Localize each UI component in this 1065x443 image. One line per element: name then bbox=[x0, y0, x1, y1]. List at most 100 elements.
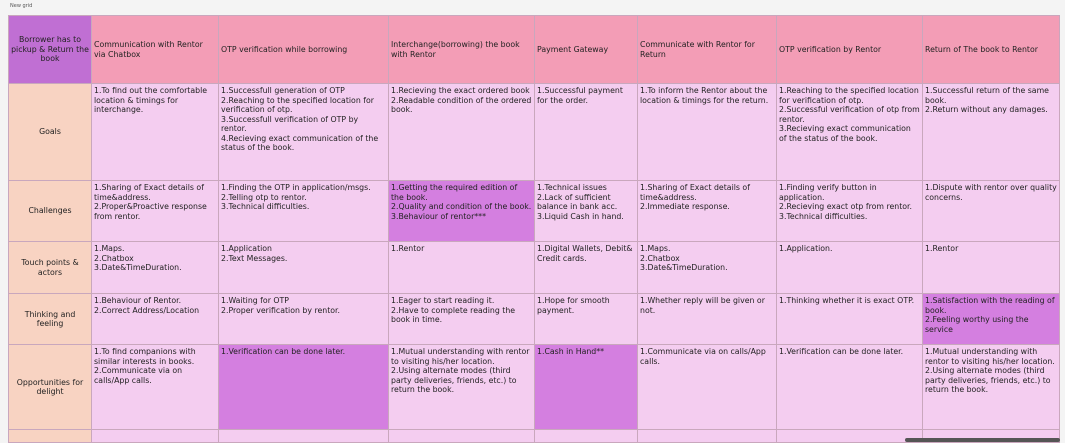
cell-line: 3.Date&TimeDuration. bbox=[640, 263, 728, 272]
cell-line: 2.Proper verification by rentor. bbox=[221, 305, 341, 315]
cell-line: 4.Recieving exact communication of the s… bbox=[221, 133, 379, 153]
cell-line: 3.Technical difficulties. bbox=[221, 202, 310, 211]
cell-line: 2.Telling otp to rentor. bbox=[221, 192, 307, 202]
empty-cell[interactable] bbox=[218, 429, 389, 443]
cell-line: 1.Successful return of the same book. bbox=[925, 86, 1049, 105]
cell-line: 2.Quality and condition of the book. bbox=[391, 202, 532, 211]
cell-line: 1.Waiting for OTP bbox=[221, 296, 289, 305]
cell-line: 1.Reaching to the specified location for… bbox=[779, 86, 919, 105]
grid-cell[interactable]: 1.Hope for smooth payment. bbox=[534, 293, 638, 345]
empty-cell[interactable] bbox=[8, 429, 92, 443]
cell-line: 1.Rentor bbox=[925, 244, 959, 253]
journey-row: Touch points & actors 1.Maps. 2.Chatbox 3.D… bbox=[8, 241, 1060, 294]
cell-line: 1.To inform the Rentor about the locatio… bbox=[640, 86, 769, 105]
stage-header[interactable]: Communicate with Rentor for Return bbox=[637, 15, 777, 84]
grid-cell[interactable]: 1.Application 2.Text Messages. bbox=[218, 241, 389, 294]
grid-cell[interactable]: 1.Successful payment for the order. bbox=[534, 83, 638, 181]
cell-line: 3.Liquid Cash in hand. bbox=[537, 211, 624, 221]
cell-line: 1.Finding the OTP in application/msgs. bbox=[221, 183, 371, 192]
grid-cell[interactable]: 1.Rentor bbox=[388, 241, 535, 294]
stage-header[interactable]: OTP verification while borrowing bbox=[218, 15, 389, 84]
cell-line: 1.Cash in Hand** bbox=[537, 347, 605, 356]
cell-line: 1.Digital Wallets, Debit& Credit cards. bbox=[537, 244, 633, 263]
grid-cell[interactable]: 1.Recieving the exact ordered book 2.Read… bbox=[388, 83, 535, 181]
cell-line: 2.Using alternate modes (third party del… bbox=[391, 366, 517, 394]
cell-line: 2.Correct Address/Location bbox=[94, 305, 200, 315]
grid-cell[interactable]: 1.Waiting for OTP 2.Proper verification b… bbox=[218, 293, 389, 345]
cell-line: 1.Application. bbox=[779, 244, 833, 253]
cell-line: 3.Recieving exact communication of the s… bbox=[779, 124, 911, 143]
grid-cell[interactable]: 1.Mutual understanding with rentor to vi… bbox=[922, 344, 1060, 430]
horizontal-scrollbar[interactable] bbox=[905, 438, 1060, 442]
grid-label: New grid bbox=[10, 3, 33, 9]
cell-line: 1.Getting the required edition of the bo… bbox=[391, 183, 518, 202]
empty-cell[interactable] bbox=[637, 429, 777, 443]
grid-cell[interactable]: 1.Communicate via on calls/App calls. bbox=[637, 344, 777, 430]
cell-line: 1.Eager to start reading it. bbox=[391, 296, 495, 305]
stage-header[interactable]: Communication with Rentor via Chatbox bbox=[91, 15, 219, 84]
cell-line: 2.Using alternate modes (third party del… bbox=[925, 366, 1051, 394]
cell-line: 1.Verification can be done later. bbox=[221, 347, 346, 356]
stage-header[interactable]: Interchange(borrowing) the book with Ren… bbox=[388, 15, 535, 84]
cell-line: 2.Readable condition of the ordered book… bbox=[391, 95, 532, 115]
grid-cell[interactable]: 1.Reaching to the specified location for… bbox=[776, 83, 923, 181]
grid-cell[interactable]: 1.Successful return of the same book. 2.R… bbox=[922, 83, 1060, 181]
cell-line: 2.Chatbox bbox=[640, 253, 680, 263]
grid-cell[interactable]: 1.To find companions with similar intere… bbox=[91, 344, 219, 430]
empty-cell[interactable] bbox=[91, 429, 219, 443]
grid-cell[interactable]: 1.Behaviour of Rentor. 2.Correct Address/… bbox=[91, 293, 219, 345]
stage-header[interactable]: Payment Gateway bbox=[534, 15, 638, 84]
cell-line: 2.Return without any damages. bbox=[925, 105, 1048, 114]
empty-cell[interactable] bbox=[388, 429, 535, 443]
cell-line: 1.Mutual understanding with rentor to vi… bbox=[925, 347, 1055, 366]
cell-line: 1.Rentor bbox=[391, 244, 425, 253]
grid-cell[interactable]: 1.Cash in Hand** bbox=[534, 344, 638, 430]
grid-cell[interactable]: 1.Verification can be done later. bbox=[218, 344, 389, 430]
row-label: Touch points & actors bbox=[8, 241, 92, 294]
row-label: Thinking and feeling bbox=[8, 293, 92, 345]
grid-cell[interactable]: 1.Satisfaction with the reading of book.… bbox=[922, 293, 1060, 345]
cell-line: 1.Sharing of Exact details of time&addre… bbox=[94, 183, 204, 202]
grid-cell[interactable]: 1.Sharing of Exact details of time&addre… bbox=[637, 180, 777, 242]
empty-cell[interactable] bbox=[534, 429, 638, 443]
grid-cell[interactable]: 1.Maps. 2.Chatbox 3.Date&TimeDuration. bbox=[91, 241, 219, 294]
corner-cell: Borrower has to pickup & Return the book bbox=[8, 15, 92, 84]
journey-row: Goals 1.To find out the comfortable locat… bbox=[8, 83, 1060, 181]
journey-map-table: Borrower has to pickup & Return the book… bbox=[8, 15, 1060, 443]
cell-line: 1.Maps. bbox=[640, 244, 671, 253]
grid-cell[interactable]: 1.Verification can be done later. bbox=[776, 344, 923, 430]
empty-cell[interactable] bbox=[776, 429, 923, 443]
grid-cell[interactable]: 1.Application. bbox=[776, 241, 923, 294]
grid-cell[interactable]: 1.Successfull generation of OTP 2.Reachin… bbox=[218, 83, 389, 181]
grid-cell[interactable]: 1.Maps. 2.Chatbox 3.Date&TimeDuration. bbox=[637, 241, 777, 294]
grid-cell[interactable]: 1.Digital Wallets, Debit& Credit cards. bbox=[534, 241, 638, 294]
cell-line: 3.Date&TimeDuration. bbox=[94, 263, 182, 272]
grid-cell[interactable]: 1.Dispute with rentor over quality conce… bbox=[922, 180, 1060, 242]
grid-cell[interactable]: 1.Whether reply will be given or not. bbox=[637, 293, 777, 345]
grid-cell[interactable]: 1.Eager to start reading it. 2.Have to co… bbox=[388, 293, 535, 345]
grid-cell[interactable]: 1.Thinking whether it is exact OTP. bbox=[776, 293, 923, 345]
cell-line: 2.Lack of sufficient balance in bank acc… bbox=[537, 192, 618, 212]
grid-cell[interactable]: 1.Finding verify button in application. 2… bbox=[776, 180, 923, 242]
grid-cell[interactable]: 1.Rentor bbox=[922, 241, 1060, 294]
row-label: Challenges bbox=[8, 180, 92, 242]
grid-cell[interactable]: 1.Technical issues 2.Lack of sufficient b… bbox=[534, 180, 638, 242]
grid-cell[interactable]: 1.Sharing of Exact details of time&addre… bbox=[91, 180, 219, 242]
cell-line: 1.Successfull generation of OTP bbox=[221, 86, 345, 95]
grid-cell[interactable]: 1.To find out the comfortable location &… bbox=[91, 83, 219, 181]
grid-cell[interactable]: 1.Mutual understanding with rentor to vi… bbox=[388, 344, 535, 430]
cell-line: 1.Finding verify button in application. bbox=[779, 183, 877, 202]
cell-line: 1.Recieving the exact ordered book bbox=[391, 86, 530, 95]
cell-line: 1.Hope for smooth payment. bbox=[537, 296, 610, 315]
grid-cell[interactable]: 1.To inform the Rentor about the locatio… bbox=[637, 83, 777, 181]
grid-cell[interactable]: 1.Finding the OTP in application/msgs. 2.… bbox=[218, 180, 389, 242]
grid-cell[interactable]: 1.Getting the required edition of the bo… bbox=[388, 180, 535, 242]
cell-line: 2.Immediate response. bbox=[640, 202, 730, 211]
stage-header[interactable]: OTP verification by Rentor bbox=[776, 15, 923, 84]
cell-line: 2.Proper&Proactive response from rentor. bbox=[94, 202, 207, 221]
stage-header[interactable]: Return of The book to Rentor bbox=[922, 15, 1060, 84]
cell-line: 1.Thinking whether it is exact OTP. bbox=[779, 296, 915, 305]
cell-line: 2.Have to complete reading the book in t… bbox=[391, 305, 516, 325]
cell-line: 1.Successful payment for the order. bbox=[537, 86, 623, 105]
cell-line: 1.To find out the comfortable location &… bbox=[94, 86, 208, 114]
